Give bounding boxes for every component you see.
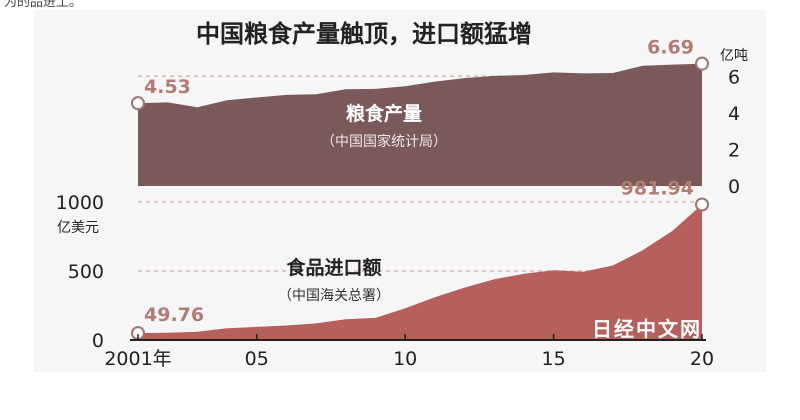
import-ytick-label: 0 [92, 330, 104, 352]
import-area [138, 204, 702, 340]
grain-unit-label: 亿吨 [720, 48, 748, 64]
x-tick-label: 20 [690, 348, 714, 370]
grain-ytick-label: 6 [728, 66, 740, 88]
x-tick-label: 10 [393, 348, 417, 370]
grain-area [138, 63, 702, 187]
food-import-chart: 49.76 981.94 食品进口额 （中国海关总署） 亿美元 0 500 1000 [56, 177, 709, 352]
cropped-top-text: 为的品进土。 [0, 0, 800, 8]
grain-ytick-label: 2 [728, 139, 740, 161]
chart-title: 中国粮食产量触顶，进口额猛增 [196, 20, 532, 48]
grain-start-label: 4.53 [144, 76, 191, 98]
x-tick-label: 15 [541, 348, 565, 370]
x-tick-label: 2001年 [104, 348, 171, 370]
grain-end-label: 6.69 [647, 37, 694, 59]
watermark-logo: 日经中文网 [592, 317, 702, 341]
import-source: （中国海关总署） [278, 288, 390, 304]
import-end-label: 981.94 [621, 177, 694, 199]
import-start-label: 49.76 [144, 304, 204, 326]
grain-ytick-label: 0 [728, 176, 740, 198]
grain-source: （中国国家统计局） [321, 133, 447, 150]
grain-ytick-label: 4 [728, 103, 740, 125]
chart-panel: 中国粮食产量触顶，进口额猛增 4.53 6.69 粮食产量 （中国国家统计局） 亿吨 0 2… [34, 10, 766, 372]
import-ytick-label: 1000 [56, 192, 104, 214]
combined-chart: 中国粮食产量触顶，进口额猛增 4.536.69粮食产量（中国国家统计局）亿吨02… [56, 20, 748, 370]
grain-series-label: 粮食产量 [346, 102, 422, 125]
import-series-label: 食品进口额 [286, 256, 381, 279]
import-end-marker [695, 197, 709, 212]
x-tick-label: 05 [245, 348, 269, 370]
grain-end-marker [695, 56, 709, 71]
cropped-caption: 为的品进土。 [4, 0, 83, 8]
grain-start-marker [131, 96, 145, 111]
x-axis: 2001年 05 10 15 20 [104, 334, 714, 370]
import-ytick-label: 500 [68, 261, 104, 283]
grain-production-chart: 4.53 6.69 粮食产量 （中国国家统计局） 亿吨 0 2 4 6 [131, 37, 748, 198]
import-unit-label: 亿美元 [57, 220, 99, 236]
